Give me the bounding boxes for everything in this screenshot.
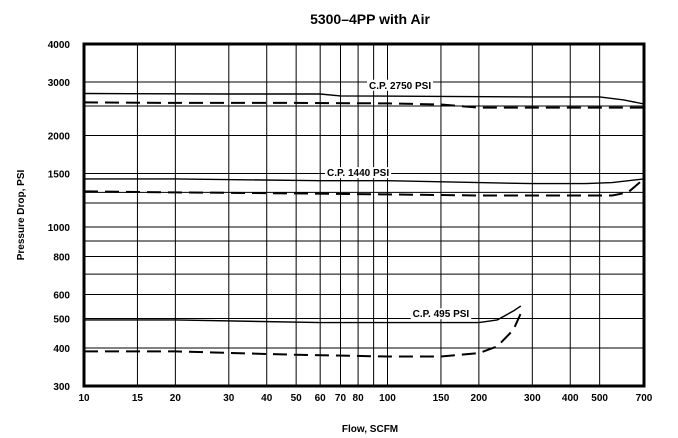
y-tick-label: 400 bbox=[53, 344, 70, 355]
x-tick-label: 70 bbox=[335, 393, 347, 404]
series-line-1 bbox=[83, 101, 644, 109]
y-tick-label: 500 bbox=[53, 315, 70, 326]
series-label-background bbox=[367, 79, 434, 91]
y-tick-label: 800 bbox=[53, 252, 70, 263]
y-tick-label: 600 bbox=[53, 290, 70, 301]
y-tick-label: 1000 bbox=[48, 223, 71, 234]
series-line-0 bbox=[83, 92, 645, 105]
series-line-2 bbox=[84, 178, 645, 185]
x-tick-labels: 10 15 20 30 40 50 60 70 80 100 150 200 300 400 500 700 bbox=[78, 393, 652, 404]
x-tick-label: 60 bbox=[315, 393, 327, 404]
series-label: C.P. 2750 PSI bbox=[369, 81, 431, 92]
chart-title: 5300–4PP with Air bbox=[310, 11, 430, 27]
series-line-4 bbox=[84, 305, 522, 324]
x-tick-label: 200 bbox=[471, 393, 488, 404]
series-label-background bbox=[410, 308, 472, 320]
x-tick-label: 50 bbox=[291, 393, 303, 404]
series-layer: C.P. 2750 PSI C.P. 1440 PSI C.P. 495 PSI bbox=[83, 79, 645, 358]
x-tick-label: 20 bbox=[170, 393, 182, 404]
x-tick-label: 500 bbox=[591, 393, 608, 404]
x-tick-label: 700 bbox=[636, 393, 653, 404]
x-tick-label: 150 bbox=[433, 393, 450, 404]
x-tick-label: 100 bbox=[379, 393, 396, 404]
series-label: C.P. 495 PSI bbox=[413, 309, 470, 320]
y-tick-label: 3000 bbox=[48, 78, 71, 89]
y-tick-label: 1500 bbox=[48, 170, 71, 181]
x-tick-label: 400 bbox=[562, 393, 579, 404]
grid bbox=[83, 43, 645, 387]
series-label: C.P. 1440 PSI bbox=[327, 168, 389, 179]
plot-frame bbox=[82, 42, 646, 388]
y-tick-labels: 300 400 500 600 800 1000 1500 2000 3000 4000 bbox=[48, 40, 71, 393]
x-tick-label: 10 bbox=[78, 393, 90, 404]
x-axis-label: Flow, SCFM bbox=[342, 424, 398, 435]
y-tick-label: 300 bbox=[53, 382, 70, 393]
series-line-3 bbox=[83, 178, 645, 197]
y-axis-label: Pressure Drop, PSI bbox=[16, 169, 27, 260]
x-tick-label: 300 bbox=[524, 393, 541, 404]
series-line-5 bbox=[84, 312, 522, 358]
series-label-background bbox=[325, 167, 392, 179]
y-tick-label: 4000 bbox=[48, 40, 71, 51]
x-tick-label: 80 bbox=[353, 393, 365, 404]
x-tick-label: 30 bbox=[223, 393, 235, 404]
y-tick-label: 2000 bbox=[48, 132, 71, 143]
x-tick-label: 15 bbox=[132, 393, 144, 404]
x-tick-label: 40 bbox=[261, 393, 273, 404]
